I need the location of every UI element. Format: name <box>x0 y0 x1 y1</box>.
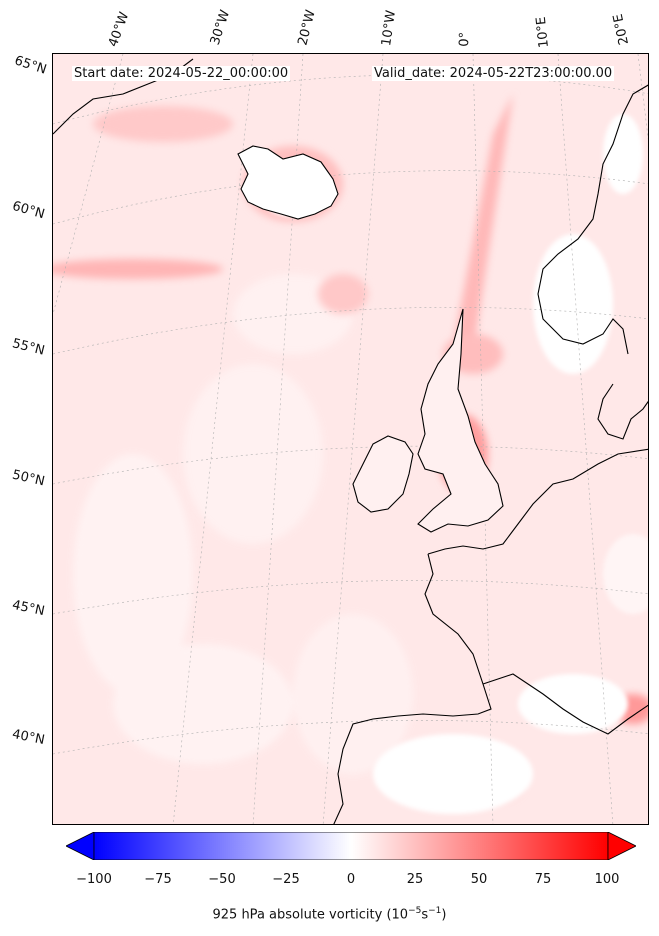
lat-label-55n: 55°N <box>10 336 47 359</box>
map-area <box>52 53 649 825</box>
colorbar-tick: 25 <box>406 872 424 887</box>
lat-label-65n: 65°N <box>12 53 49 78</box>
lon-label-40w: 40°W <box>105 10 133 49</box>
lon-label-30w: 30°W <box>207 8 234 47</box>
lon-label-10e: 10°E <box>533 15 552 49</box>
colorbar-extend-min <box>66 832 95 860</box>
colorbar-tick: 0 <box>346 872 356 887</box>
lon-label-10w: 10°W <box>379 9 399 47</box>
lat-label-60n: 60°N <box>10 198 47 223</box>
colorbar-tick: −25 <box>272 872 300 887</box>
start-date-label: Start date: 2024-05-22_00:00:00 <box>72 66 291 81</box>
vorticity-field <box>53 54 648 824</box>
lon-label-20e: 20°E <box>610 12 632 47</box>
colorbar-tick: −100 <box>76 872 112 887</box>
colorbar-tick: 100 <box>594 872 620 887</box>
colorbar-gradient <box>93 832 609 860</box>
colorbar-tick: −50 <box>208 872 236 887</box>
colorbar-tick: 50 <box>470 872 488 887</box>
lon-label-0: 0° <box>457 31 473 47</box>
lon-label-20w: 20°W <box>295 8 319 47</box>
colorbar <box>66 832 636 860</box>
colorbar-label: 925 hPa absolute vorticity (10−5s−1) <box>212 906 447 923</box>
lat-label-40n: 40°N <box>10 727 46 748</box>
lat-label-50n: 50°N <box>10 467 47 490</box>
colorbar-tick: −75 <box>144 872 172 887</box>
valid-date-label: Valid_date: 2024-05-22T23:00:00.00 <box>372 66 615 81</box>
colorbar-tick: 75 <box>534 872 552 887</box>
colorbar-extend-max <box>607 832 636 860</box>
lat-label-45n: 45°N <box>10 597 46 620</box>
